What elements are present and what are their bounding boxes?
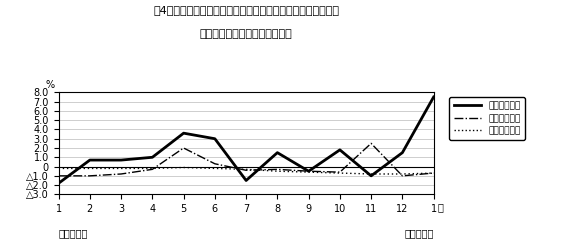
- Text: 笥4図　　賃金、労働時間、常用雇用指数対前年同月比の推移: 笥4図 賃金、労働時間、常用雇用指数対前年同月比の推移: [153, 5, 339, 15]
- Legend: 現金給与総額, 総実労働時間, 常用雇用指数: 現金給与総額, 総実労働時間, 常用雇用指数: [449, 97, 525, 140]
- Text: （規模５人以上　調査産業計）: （規模５人以上 調査産業計）: [200, 29, 292, 39]
- Text: 平成２０年: 平成２０年: [404, 228, 434, 238]
- Text: 平成１９年: 平成１９年: [59, 228, 88, 238]
- Text: %: %: [46, 80, 55, 90]
- Text: 月: 月: [437, 203, 443, 213]
